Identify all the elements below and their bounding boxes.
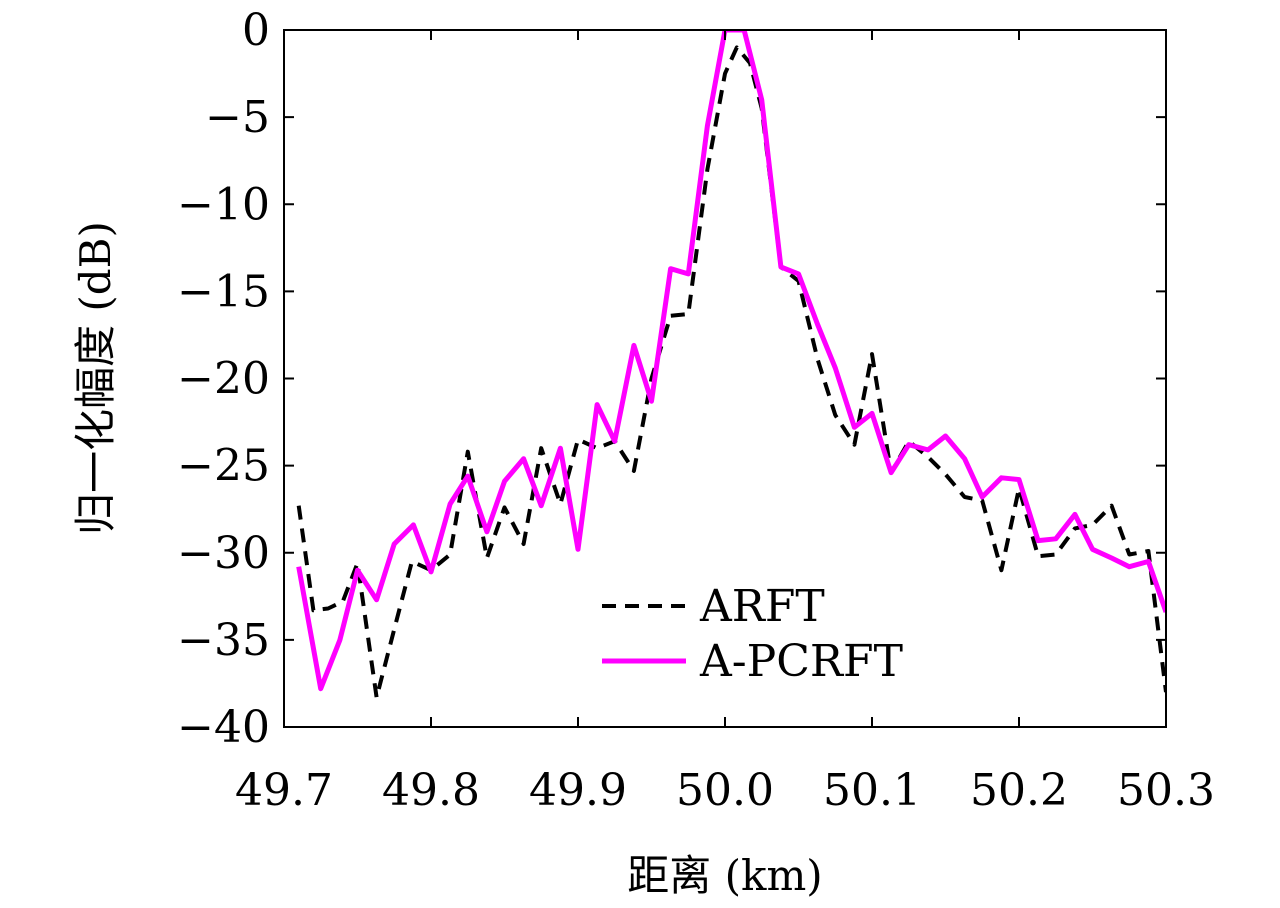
y-tick-label: −15 — [177, 266, 270, 317]
x-axis-label: 距离 (km) — [627, 851, 822, 900]
y-tick-label: −30 — [177, 528, 270, 579]
x-tick-label: 50.0 — [676, 765, 774, 816]
y-tick-label: −35 — [177, 615, 270, 666]
x-tick-label: 49.8 — [382, 765, 480, 816]
y-tick-label: 0 — [242, 5, 270, 56]
y-tick-label: −40 — [177, 702, 270, 753]
x-tick-label: 50.3 — [1117, 765, 1215, 816]
ticks-layer — [283, 29, 1167, 728]
legend: ARFT A-PCRFT — [602, 581, 903, 687]
x-tick-label: 49.9 — [529, 765, 627, 816]
y-tick-label: −20 — [177, 354, 270, 405]
tick-labels-layer: 49.7 49.8 49.9 50.0 50.1 50.2 50.3 0 −5 −10 −15 −20… — [177, 5, 1215, 816]
x-tick-label: 49.7 — [235, 765, 333, 816]
y-tick-label: −25 — [177, 441, 270, 492]
legend-label-arft: ARFT — [699, 581, 825, 632]
legend-label-apcrft: A-PCRFT — [699, 636, 903, 687]
series-layer — [296, 30, 1166, 700]
series-line-a-pcrft — [296, 30, 1166, 692]
series-line-arft — [296, 45, 1166, 700]
y-tick-label: −5 — [205, 92, 270, 143]
x-tick-label: 50.1 — [823, 765, 921, 816]
y-tick-label: −10 — [177, 179, 270, 230]
y-axis-label: 归一化幅度 (dB) — [71, 221, 120, 535]
x-tick-label: 50.2 — [970, 765, 1068, 816]
